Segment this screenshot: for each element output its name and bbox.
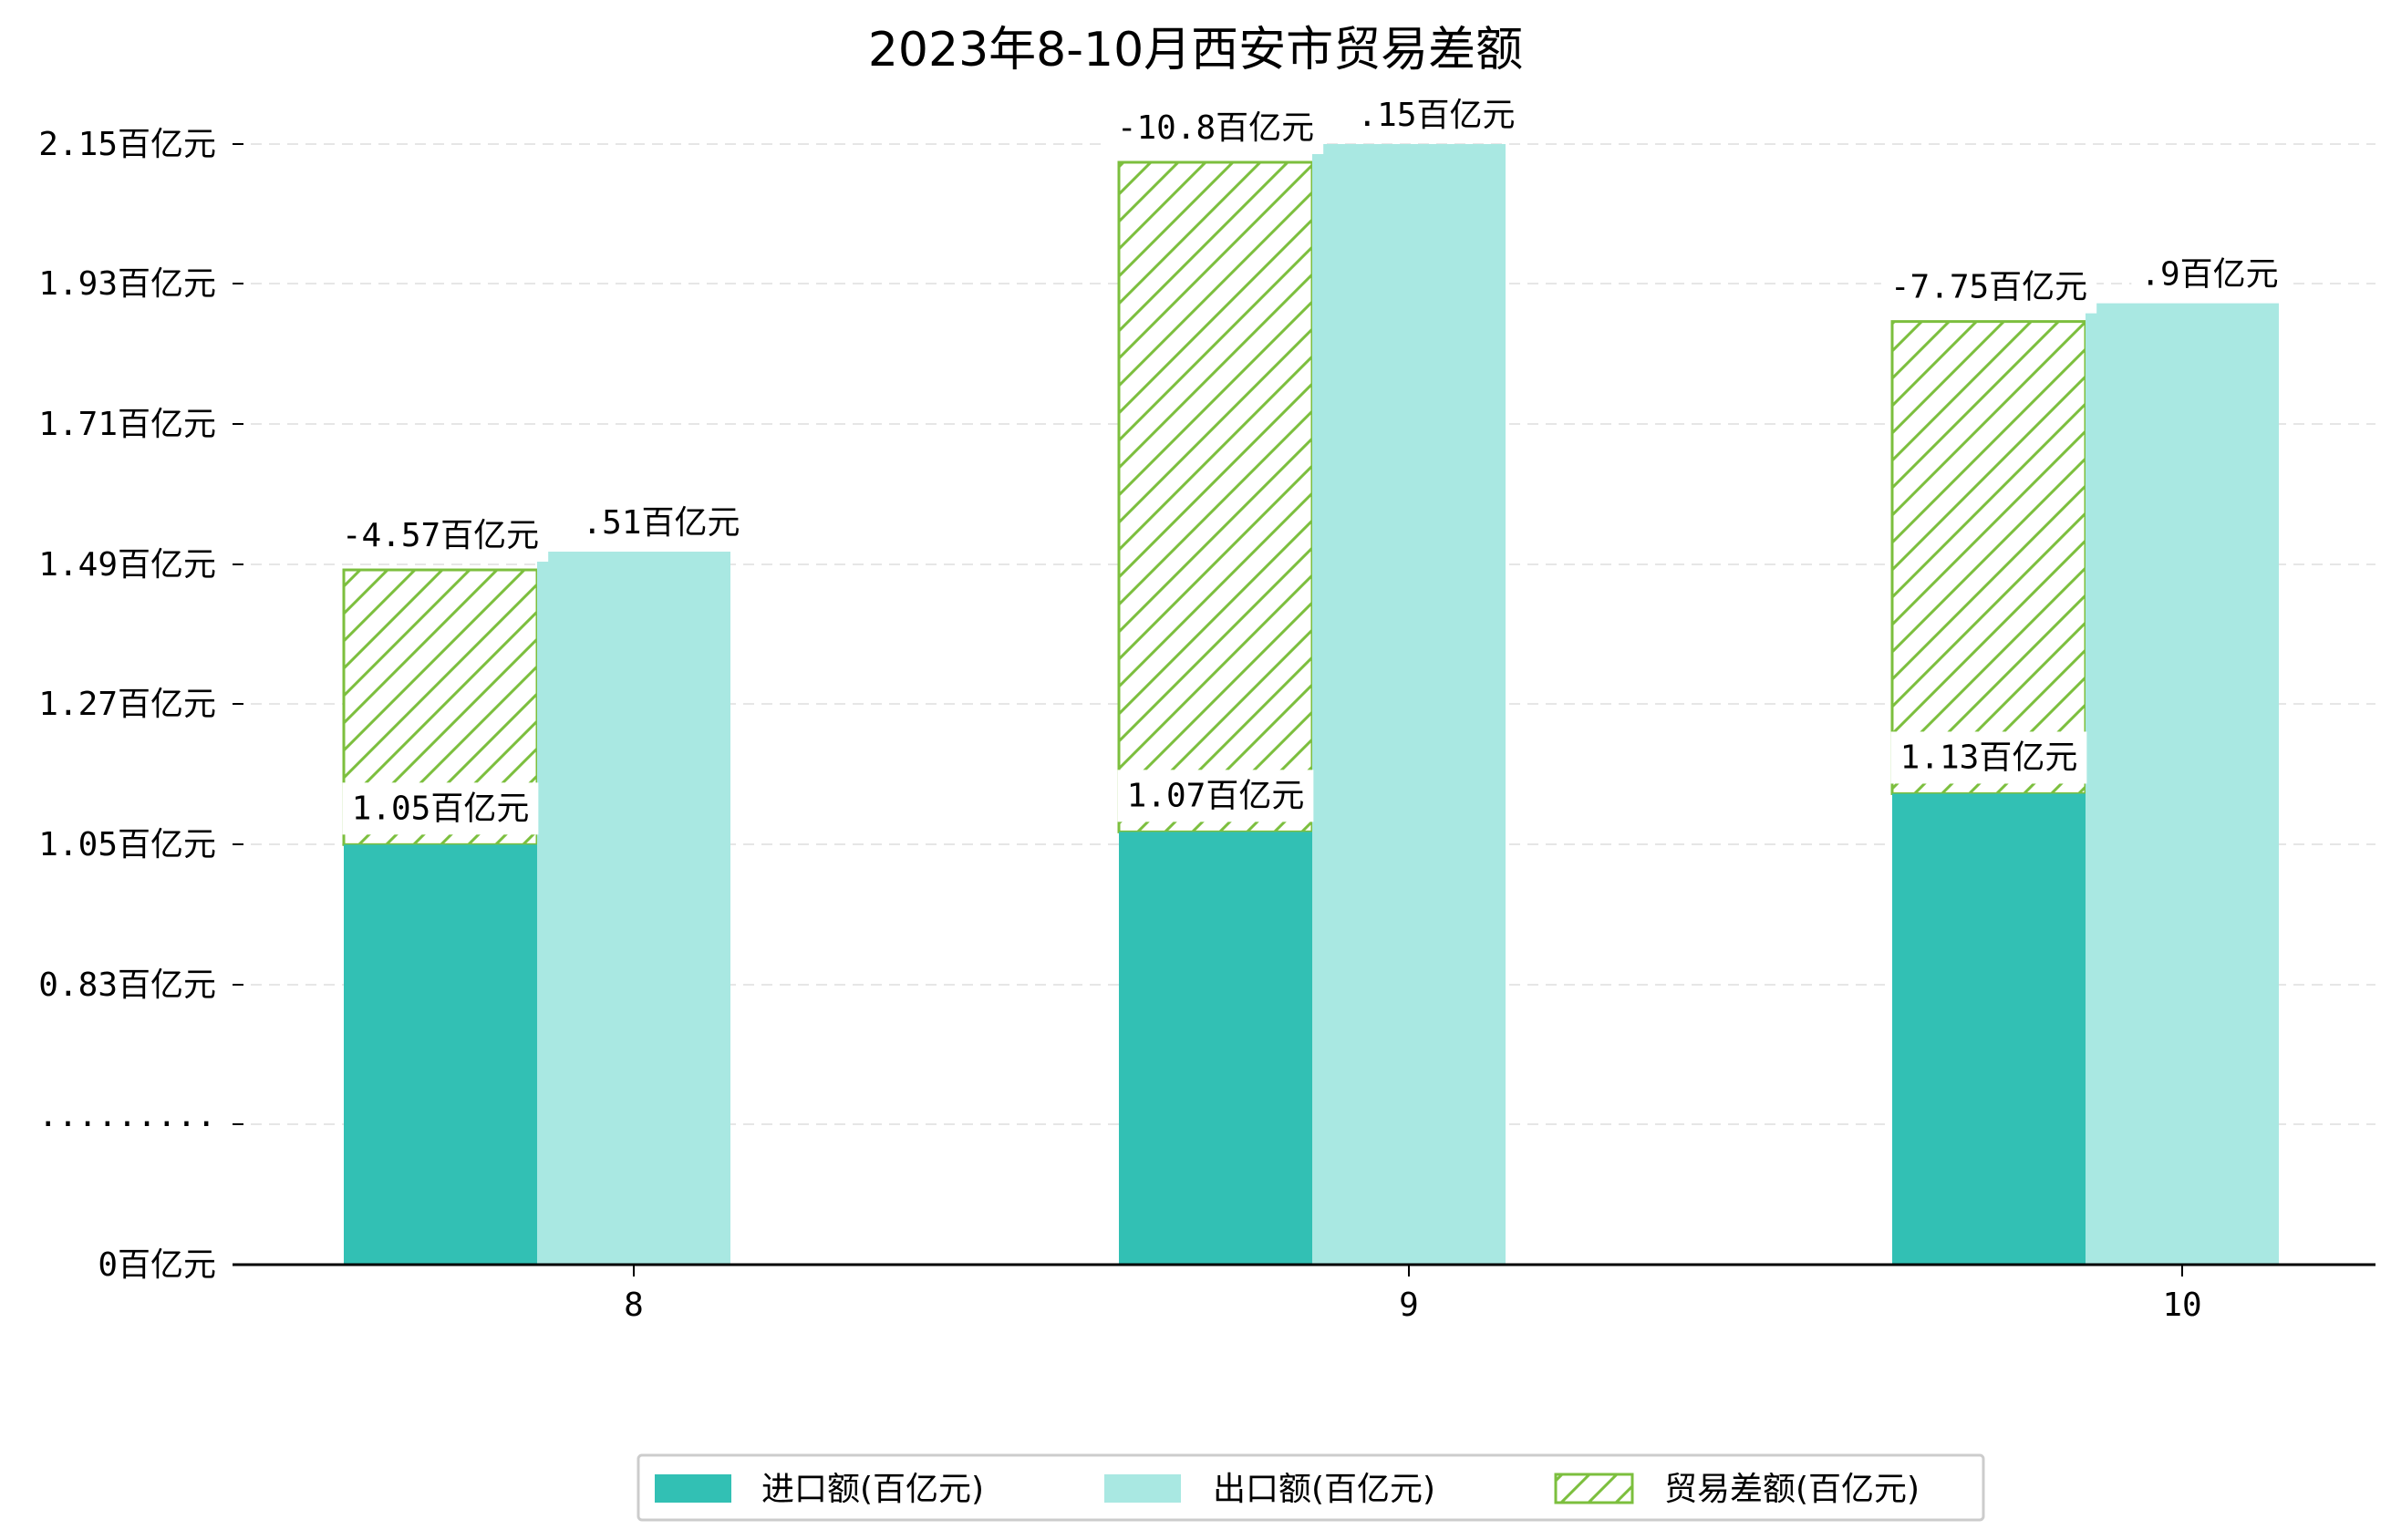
y-tick-label: 0.83百亿元 — [38, 966, 216, 1004]
label-import: 1.05百亿元 — [352, 790, 530, 827]
x-tick-label: 10 — [2162, 1287, 2201, 1324]
legend-label-balance: 贸易差额(百亿元) — [1664, 1471, 1920, 1508]
legend-label-export: 出口额(百亿元) — [1213, 1471, 1435, 1508]
y-tick-label: 1.71百亿元 — [38, 406, 216, 443]
label-import: 1.13百亿元 — [1900, 739, 2078, 776]
bar-balance — [1890, 320, 2087, 795]
y-tick-label: 2.15百亿元 — [38, 126, 216, 163]
label-balance-bg — [1107, 102, 1324, 154]
legend-box — [637, 1453, 1985, 1522]
bar-export — [537, 552, 730, 1265]
label-import-bg — [1117, 770, 1314, 822]
label-import-bg — [1890, 731, 2087, 784]
y-tick-label: 0百亿元 — [98, 1246, 216, 1284]
x-axis: 8 9 10 — [233, 1263, 2375, 1324]
label-export: .9百亿元 — [2140, 256, 2278, 294]
y-tick-label: 1.93百亿元 — [38, 265, 216, 303]
legend-label-import: 进口额(百亿元) — [761, 1471, 984, 1508]
data-labels: .51百亿元 -4.57百亿元 1.05百亿元 .15百亿元 -10.8百亿元 1.07百… — [332, 89, 2288, 835]
label-export-bg — [573, 497, 750, 550]
x-tick-label: 8 — [624, 1287, 644, 1324]
label-export: .15百亿元 — [1357, 97, 1515, 134]
bar-export — [1312, 144, 1506, 1265]
label-balance: -10.8百亿元 — [1117, 109, 1314, 147]
label-balance-bg — [332, 510, 549, 563]
y-axis: 0百亿元 ········· 0.83百亿元 1.05百亿元 1.27百亿元 1.49百亿… — [38, 126, 243, 1284]
legend: 进口额(百亿元) 出口额(百亿元) 贸易差额(百亿元) — [637, 1453, 1985, 1522]
bar-import — [1892, 793, 2086, 1265]
y-tick-label: 1.27百亿元 — [38, 686, 216, 723]
legend-swatch-export — [1104, 1474, 1181, 1503]
y-tick-label: 1.49百亿元 — [38, 546, 216, 584]
legend-swatch-balance — [1554, 1473, 1634, 1504]
y-tick-label: 1.05百亿元 — [38, 826, 216, 863]
x-tick-label: 9 — [1399, 1287, 1419, 1324]
y-tick-label: ········· — [38, 1106, 216, 1143]
legend-swatch-import — [655, 1474, 731, 1503]
chart-title: 2023年8-10月西安市贸易差额 — [868, 23, 1523, 78]
bar-balance — [1117, 160, 1314, 833]
label-import-bg — [342, 782, 539, 835]
label-import: 1.07百亿元 — [1127, 777, 1305, 814]
bar-import — [344, 844, 537, 1265]
label-export: .51百亿元 — [582, 504, 740, 542]
bar-import — [1119, 832, 1312, 1265]
bar-export — [2086, 303, 2279, 1265]
label-balance: -4.57百亿元 — [342, 517, 539, 554]
label-export-bg — [2131, 248, 2288, 301]
label-export-bg — [1348, 89, 1525, 141]
label-balance-bg — [1880, 261, 2097, 314]
label-balance: -7.75百亿元 — [1890, 269, 2087, 306]
